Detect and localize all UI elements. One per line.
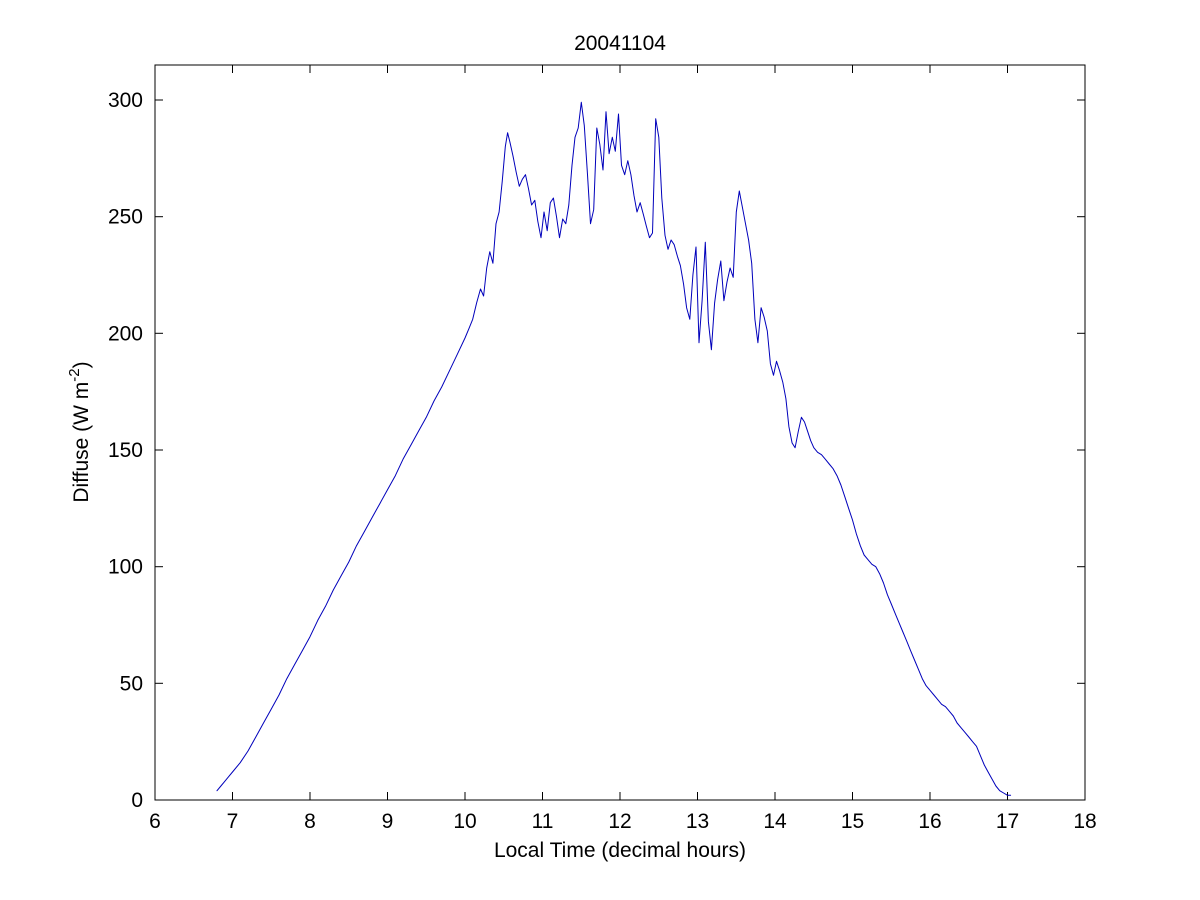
- x-axis-label: Local Time (decimal hours): [494, 839, 746, 862]
- y-tick-label: 200: [108, 322, 143, 345]
- x-tick-label: 11: [532, 810, 554, 833]
- x-tick-label: 9: [382, 810, 394, 833]
- axes-box: [154, 64, 1086, 801]
- x-tick-label: 16: [918, 810, 941, 833]
- y-tick-label: 150: [108, 439, 143, 462]
- x-tick-label: 18: [1073, 810, 1096, 833]
- x-tick-label: 15: [841, 810, 864, 833]
- y-tick-label: 300: [108, 89, 143, 112]
- x-tick-label: 6: [149, 810, 161, 833]
- y-axis-label-close: ): [70, 361, 93, 368]
- x-tick-label: 10: [453, 810, 476, 833]
- x-tick-label: 14: [763, 810, 787, 833]
- y-axis-label-superscript: -2: [66, 368, 83, 381]
- x-ticks: 6 7 8 9 10 11 12 13 14 15 16 17 18: [149, 65, 1097, 833]
- x-tick-label: 13: [686, 810, 709, 833]
- x-tick-label: 17: [996, 810, 1019, 833]
- y-ticks: 0 50 100 150 200 250 300: [108, 89, 1085, 812]
- chart-title: 20041104: [574, 32, 666, 55]
- x-tick-label: 12: [608, 810, 631, 833]
- y-tick-label: 50: [120, 672, 143, 695]
- data-line: [216, 101, 1012, 796]
- x-tick-label: 8: [304, 810, 316, 833]
- y-tick-label: 100: [108, 556, 143, 579]
- y-axis-label-main: Diffuse (W m: [70, 382, 93, 503]
- x-tick-label: 7: [227, 810, 239, 833]
- y-tick-label: 0: [131, 789, 143, 812]
- y-tick-label: 250: [108, 206, 143, 229]
- y-axis-label: Diffuse (W m-2): [66, 361, 93, 502]
